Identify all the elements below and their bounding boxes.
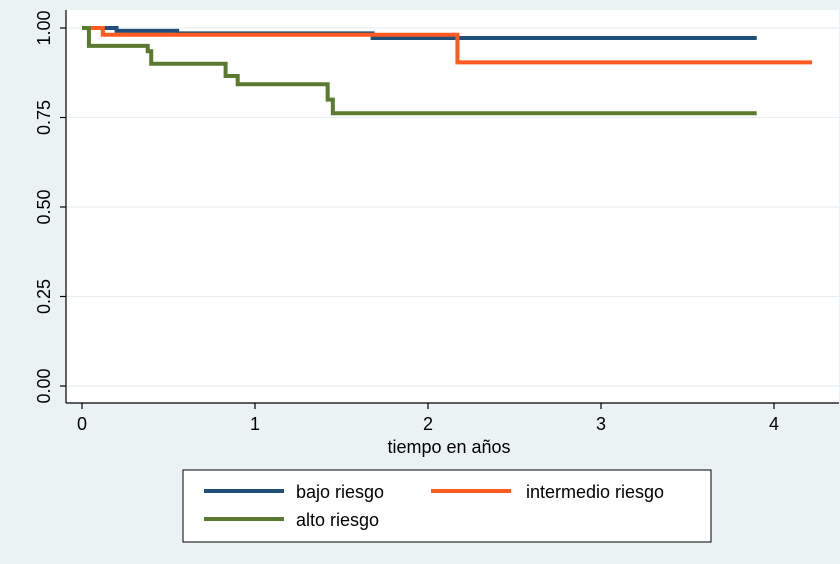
series-lines bbox=[82, 26, 813, 116]
y-ticks: 0.00 0.25 0.50 0.75 1.00 bbox=[34, 10, 66, 404]
grid-lines bbox=[66, 27, 839, 387]
y-tick-label: 1.00 bbox=[34, 10, 54, 45]
x-axis-title: tiempo en años bbox=[387, 437, 510, 457]
x-tick-label: 4 bbox=[769, 414, 779, 434]
y-tick-label: 0.25 bbox=[34, 279, 54, 314]
legend-label-alto-riesgo: alto riesgo bbox=[296, 510, 379, 530]
x-ticks: 0 1 2 3 4 bbox=[77, 403, 779, 434]
series-line-alto-riesgo bbox=[82, 26, 757, 116]
x-tick-label: 3 bbox=[596, 414, 606, 434]
x-tick-label: 1 bbox=[250, 414, 260, 434]
legend: bajo riesgo intermedio riesgo alto riesg… bbox=[182, 469, 712, 543]
y-tick-label: 0.75 bbox=[34, 100, 54, 135]
series-line-bajo-riesgo bbox=[82, 26, 757, 41]
x-tick-label: 2 bbox=[423, 414, 433, 434]
legend-box bbox=[182, 469, 712, 543]
y-tick-label: 0.00 bbox=[34, 368, 54, 403]
series-line-intermedio-riesgo bbox=[82, 26, 813, 65]
legend-label-intermedio-riesgo: intermedio riesgo bbox=[526, 482, 664, 502]
x-tick-label: 0 bbox=[77, 414, 87, 434]
y-tick-label: 0.50 bbox=[34, 189, 54, 224]
legend-label-bajo-riesgo: bajo riesgo bbox=[296, 482, 384, 502]
